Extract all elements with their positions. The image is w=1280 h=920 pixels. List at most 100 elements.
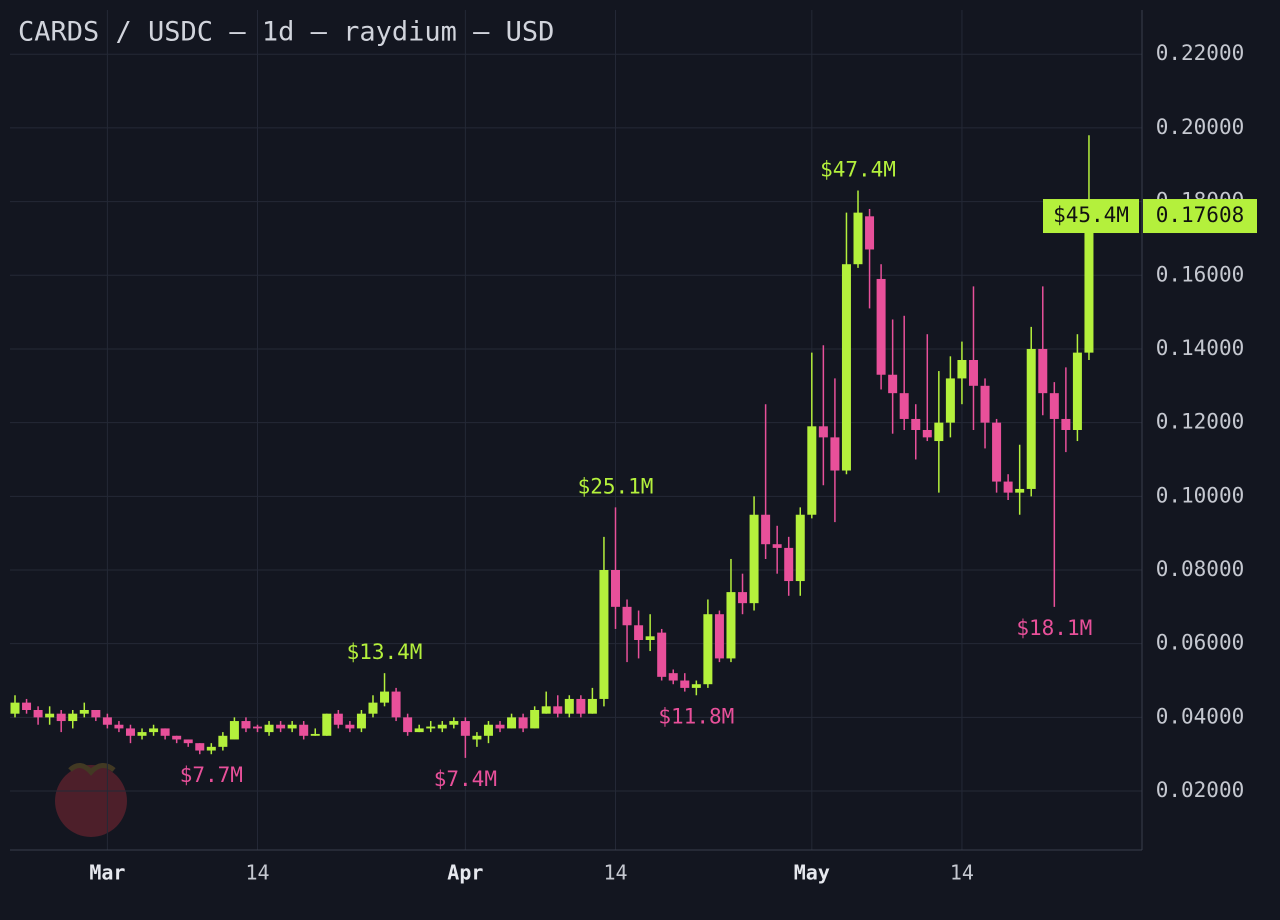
- candle-body: [818, 426, 828, 438]
- candle-body: [33, 710, 43, 718]
- candle-body: [125, 728, 135, 736]
- y-tick-label: 0.16000: [1156, 262, 1245, 286]
- candle-body: [576, 698, 586, 714]
- y-tick-label: 0.12000: [1156, 410, 1245, 434]
- candle-body: [749, 514, 759, 604]
- volume-annotation: $7.4M: [434, 767, 497, 791]
- candle-body: [299, 724, 309, 736]
- candle-body: [264, 724, 274, 733]
- candle-body: [276, 724, 286, 729]
- x-tick-label: Mar: [89, 861, 125, 885]
- candle-body: [391, 691, 401, 718]
- candle-body: [738, 592, 748, 604]
- candle-body: [45, 713, 55, 718]
- candle-body: [403, 717, 413, 733]
- candle-body: [22, 702, 32, 710]
- candle-body: [934, 422, 944, 442]
- candle-body: [1038, 348, 1048, 394]
- candle-body: [345, 724, 355, 729]
- candle-body: [645, 636, 655, 640]
- candle-body: [518, 717, 528, 729]
- x-tick-label: Apr: [447, 861, 483, 885]
- y-tick-label: 0.02000: [1156, 778, 1245, 802]
- y-tick-label: 0.20000: [1156, 115, 1245, 139]
- candle-body: [957, 360, 967, 379]
- candle-body: [634, 625, 644, 640]
- volume-annotation: $47.4M: [820, 158, 896, 182]
- candle-body: [460, 721, 470, 736]
- candle-body: [587, 698, 597, 714]
- candle-body: [195, 743, 205, 751]
- price-tag-box: [1143, 199, 1257, 234]
- candle-body: [657, 632, 667, 677]
- candle-body: [761, 514, 771, 545]
- volume-tag-box: [1043, 199, 1139, 234]
- candle-body: [564, 698, 574, 714]
- candle-body: [218, 735, 228, 747]
- candle-body: [172, 735, 182, 740]
- candle-body: [414, 728, 424, 733]
- price-tag-label: 0.17608: [1156, 203, 1245, 227]
- candle-body: [356, 713, 366, 729]
- candle-body: [1084, 216, 1094, 353]
- candle-body: [114, 724, 124, 729]
- y-tick-label: 0.06000: [1156, 631, 1245, 655]
- candle-body: [784, 547, 794, 582]
- candle-body: [968, 360, 978, 386]
- candle-body: [992, 422, 1002, 482]
- candle-body: [691, 684, 701, 688]
- candle-body: [68, 713, 78, 722]
- candle-body: [322, 713, 332, 736]
- candle-body: [102, 717, 112, 725]
- candle-body: [10, 702, 20, 714]
- candle-body: [56, 713, 66, 722]
- candle-body: [310, 733, 320, 736]
- candle-body: [680, 680, 690, 688]
- candle-body: [922, 430, 932, 438]
- volume-annotation: $18.1M: [1016, 616, 1092, 640]
- candle-body: [541, 706, 551, 714]
- candle-body: [241, 721, 251, 729]
- candle-body: [137, 732, 147, 736]
- candle-body: [668, 673, 678, 681]
- y-tick-label: 0.10000: [1156, 483, 1245, 507]
- candle-body: [91, 710, 101, 718]
- candle-body: [853, 212, 863, 265]
- candle-body: [830, 437, 840, 471]
- candle-body: [507, 717, 517, 729]
- candle-body: [1003, 481, 1013, 493]
- candle-body: [899, 393, 909, 419]
- candle-body: [160, 728, 170, 736]
- x-tick-label: 14: [603, 861, 627, 885]
- volume-annotation: $11.8M: [658, 704, 734, 728]
- y-tick-label: 0.08000: [1156, 557, 1245, 581]
- volume-annotation: $7.7M: [180, 763, 243, 787]
- candle-body: [253, 726, 263, 729]
- candle-body: [622, 606, 632, 626]
- candle-body: [945, 378, 955, 423]
- candle-body: [599, 570, 609, 699]
- candle-body: [333, 713, 343, 725]
- x-tick-label: 14: [950, 861, 974, 885]
- candle-body: [911, 418, 921, 430]
- candle-body: [703, 614, 713, 685]
- candle-body: [714, 614, 724, 659]
- candle-body: [183, 739, 193, 744]
- candle-body: [807, 426, 817, 515]
- candle-body: [553, 706, 563, 714]
- candle-body: [772, 544, 782, 548]
- candle-body: [149, 728, 159, 733]
- candle-body: [795, 514, 805, 582]
- volume-tag-label: $45.4M: [1053, 203, 1129, 227]
- candle-body: [865, 216, 875, 250]
- candle-body: [483, 724, 493, 736]
- candle-body: [449, 721, 459, 725]
- chart-title: CARDS / USDC — 1d — raydium — USD: [18, 17, 554, 48]
- candle-body: [437, 724, 447, 729]
- x-tick-label: May: [794, 861, 830, 885]
- candle-body: [472, 735, 482, 740]
- candle-body: [530, 710, 540, 729]
